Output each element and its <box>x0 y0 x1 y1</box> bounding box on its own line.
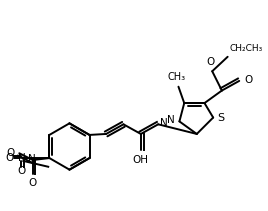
Text: CH₂CH₃: CH₂CH₃ <box>230 44 263 53</box>
Text: N: N <box>28 154 36 164</box>
Text: S: S <box>217 112 224 123</box>
Text: O: O <box>6 153 14 163</box>
Text: O: O <box>17 166 25 176</box>
Text: O: O <box>6 148 14 158</box>
Text: CH₃: CH₃ <box>168 72 185 82</box>
Text: O: O <box>29 178 37 188</box>
Text: OH: OH <box>133 155 149 165</box>
Text: N: N <box>18 153 25 163</box>
Text: N: N <box>167 115 174 126</box>
Text: O: O <box>206 57 214 67</box>
Text: O: O <box>244 75 252 85</box>
Text: N: N <box>160 118 168 128</box>
